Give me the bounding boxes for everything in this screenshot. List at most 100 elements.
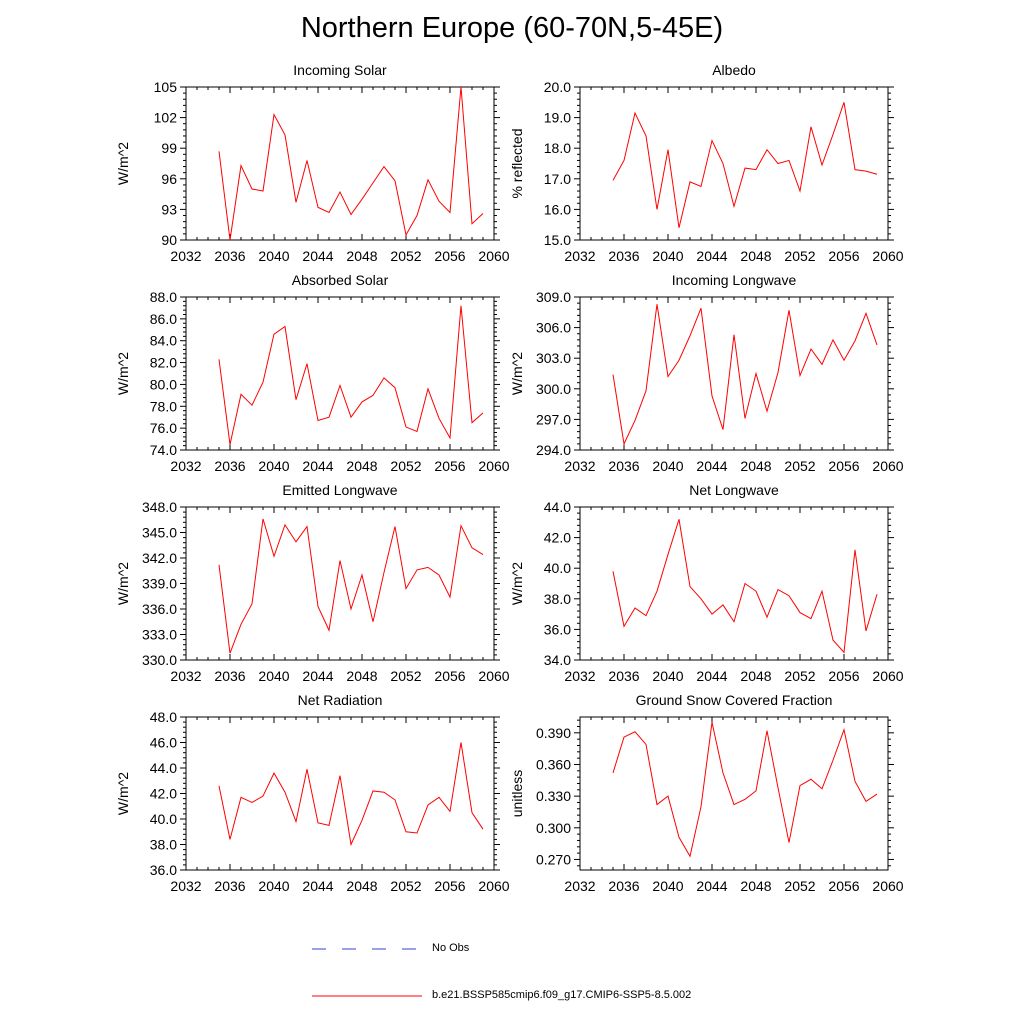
chart-6-xtick-label: 2036 (214, 878, 245, 894)
chart-4-xtick-label: 2040 (258, 668, 289, 684)
chart-1-ytick-label: 16.0 (544, 201, 571, 217)
chart-1-xtick-label: 2060 (872, 248, 903, 264)
chart-6-ytick-label: 44.0 (150, 760, 177, 776)
chart-3-xtick-label: 2056 (828, 458, 859, 474)
chart-5-xtick-label: 2032 (564, 668, 595, 684)
chart-5-title: Net Longwave (689, 482, 779, 498)
chart-2-ytick-label: 84.0 (150, 333, 177, 349)
chart-7-ytick-label: 0.390 (536, 725, 571, 741)
chart-7-xtick-label: 2032 (564, 878, 595, 894)
chart-1-xtick-label: 2048 (740, 248, 771, 264)
chart-0-ytick-label: 96 (161, 171, 177, 187)
chart-5-xtick-label: 2048 (740, 668, 771, 684)
chart-2-ytick-label: 78.0 (150, 398, 177, 414)
chart-2-xtick-label: 2036 (214, 458, 245, 474)
chart-6-ytick-label: 46.0 (150, 735, 177, 751)
chart-0-xtick-label: 2048 (346, 248, 377, 264)
chart-1-xtick-label: 2036 (608, 248, 639, 264)
chart-7-xtick-label: 2056 (828, 878, 859, 894)
chart-7-xtick-label: 2048 (740, 878, 771, 894)
chart-2-xtick-label: 2032 (170, 458, 201, 474)
chart-4-ytick-label: 345.0 (142, 525, 177, 541)
chart-4-ytick-label: 336.0 (142, 601, 177, 617)
chart-5-xtick-label: 2040 (652, 668, 683, 684)
chart-2-xtick-label: 2060 (478, 458, 509, 474)
chart-4-xtick-label: 2032 (170, 668, 201, 684)
chart-5-ytick-label: 38.0 (544, 591, 571, 607)
chart-4-xtick-label: 2052 (390, 668, 421, 684)
chart-6-xtick-label: 2040 (258, 878, 289, 894)
chart-0-xtick-label: 2052 (390, 248, 421, 264)
chart-4-series-0-line (218, 518, 484, 654)
chart-2-ytick-label: 88.0 (150, 289, 177, 305)
legend-label-no-obs: No Obs (432, 942, 470, 954)
chart-7-series-0-line (612, 722, 878, 858)
chart-3-title: Incoming Longwave (672, 272, 797, 288)
chart-0-ytick-label: 90 (161, 232, 177, 248)
chart-0-ytick-label: 105 (154, 79, 178, 95)
chart-3-ylabel: W/m^2 (509, 352, 525, 395)
chart-5-xtick-label: 2036 (608, 668, 639, 684)
chart-7-xtick-label: 2044 (696, 878, 727, 894)
chart-0-ylabel: W/m^2 (115, 142, 131, 185)
chart-2-xtick-label: 2040 (258, 458, 289, 474)
chart-6-xtick-label: 2056 (434, 878, 465, 894)
chart-2-xtick-label: 2048 (346, 458, 377, 474)
chart-1-title: Albedo (712, 62, 756, 78)
chart-3-ytick-label: 309.0 (536, 289, 571, 305)
chart-3-ytick-label: 300.0 (536, 381, 571, 397)
chart-5-series-0-line (612, 519, 878, 654)
chart-3-series-0-line (612, 304, 878, 446)
chart-0-xtick-label: 2060 (478, 248, 509, 264)
chart-2-ytick-label: 76.0 (150, 420, 177, 436)
chart-2-xtick-label: 2052 (390, 458, 421, 474)
chart-6-xtick-label: 2044 (302, 878, 333, 894)
chart-6-ytick-label: 48.0 (150, 709, 177, 725)
chart-7-title: Ground Snow Covered Fraction (636, 692, 833, 708)
chart-0-series-0-line (218, 86, 484, 241)
chart-6-xtick-label: 2052 (390, 878, 421, 894)
chart-4-ylabel: W/m^2 (115, 562, 131, 605)
chart-0-xtick-label: 2036 (214, 248, 245, 264)
chart-3-xtick-label: 2052 (784, 458, 815, 474)
chart-0-xtick-label: 2044 (302, 248, 333, 264)
chart-1-series-0-line (612, 102, 878, 228)
chart-5-ylabel: W/m^2 (509, 562, 525, 605)
chart-1-ytick-label: 15.0 (544, 232, 571, 248)
chart-5-ytick-label: 34.0 (544, 652, 571, 668)
chart-7-xtick-label: 2040 (652, 878, 683, 894)
chart-6-xtick-label: 2032 (170, 878, 201, 894)
chart-7-xtick-label: 2036 (608, 878, 639, 894)
chart-5-xtick-label: 2052 (784, 668, 815, 684)
chart-7-ytick-label: 0.360 (536, 756, 571, 772)
chart-4-title: Emitted Longwave (282, 482, 397, 498)
chart-4-ytick-label: 342.0 (142, 550, 177, 566)
chart-4-xtick-label: 2060 (478, 668, 509, 684)
chart-4-ytick-label: 348.0 (142, 499, 177, 515)
figure-title: Northern Europe (60-70N,5-45E) (300, 12, 724, 44)
chart-0-xtick-label: 2032 (170, 248, 201, 264)
chart-1-xtick-label: 2044 (696, 248, 727, 264)
chart-6-ytick-label: 42.0 (150, 786, 177, 802)
chart-6-xtick-label: 2048 (346, 878, 377, 894)
chart-5-ytick-label: 40.0 (544, 560, 571, 576)
chart-6-xtick-label: 2060 (478, 878, 509, 894)
chart-5-xtick-label: 2060 (872, 668, 903, 684)
chart-0-ytick-label: 93 (161, 201, 177, 217)
chart-1-xtick-label: 2052 (784, 248, 815, 264)
chart-7-ylabel: unitless (509, 770, 525, 817)
chart-4-ytick-label: 333.0 (142, 627, 177, 643)
chart-0-title: Incoming Solar (293, 62, 387, 78)
chart-6-title: Net Radiation (298, 692, 383, 708)
chart-2-ytick-label: 74.0 (150, 442, 177, 458)
chart-0-xtick-label: 2056 (434, 248, 465, 264)
chart-2-ylabel: W/m^2 (115, 352, 131, 395)
chart-4-xtick-label: 2056 (434, 668, 465, 684)
chart-6-ytick-label: 38.0 (150, 837, 177, 853)
chart-2-ytick-label: 86.0 (150, 311, 177, 327)
chart-1-ytick-label: 17.0 (544, 171, 571, 187)
chart-7-ytick-label: 0.330 (536, 788, 571, 804)
chart-3-xtick-label: 2040 (652, 458, 683, 474)
chart-4-ytick-label: 339.0 (142, 576, 177, 592)
legend-label-model: b.e21.BSSP585cmip6.f09_g17.CMIP6-SSP5-8.… (432, 989, 692, 1001)
